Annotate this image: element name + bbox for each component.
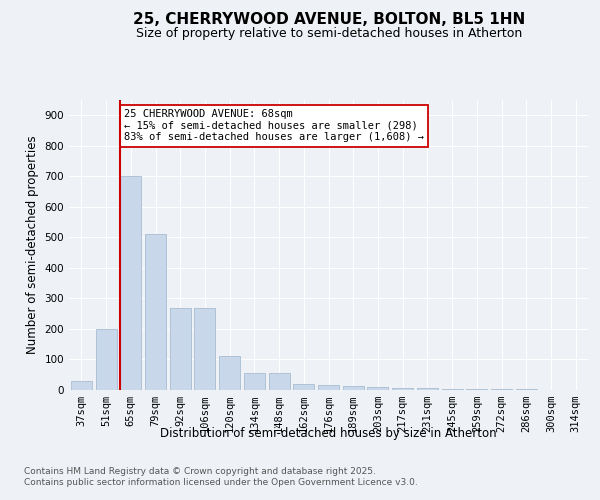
Bar [269,373,290,390]
Text: Distribution of semi-detached houses by size in Atherton: Distribution of semi-detached houses by … [160,428,497,440]
Bar [343,386,364,390]
Bar [367,387,388,390]
Bar [442,389,463,390]
Bar [417,388,438,390]
Text: Contains HM Land Registry data © Crown copyright and database right 2025.
Contai: Contains HM Land Registry data © Crown c… [24,468,418,487]
Bar [170,308,191,390]
Bar [244,373,265,390]
Bar [71,381,92,390]
Bar [219,356,240,390]
Bar [318,386,339,390]
Y-axis label: Number of semi-detached properties: Number of semi-detached properties [26,136,39,354]
Bar [392,388,413,390]
Bar [95,329,116,390]
Bar [120,176,141,390]
Bar [194,308,215,390]
Text: 25, CHERRYWOOD AVENUE, BOLTON, BL5 1HN: 25, CHERRYWOOD AVENUE, BOLTON, BL5 1HN [133,12,525,28]
Bar [145,234,166,390]
Bar [466,389,487,390]
Text: Size of property relative to semi-detached houses in Atherton: Size of property relative to semi-detach… [136,28,522,40]
Bar [293,384,314,390]
Text: 25 CHERRYWOOD AVENUE: 68sqm
← 15% of semi-detached houses are smaller (298)
83% : 25 CHERRYWOOD AVENUE: 68sqm ← 15% of sem… [124,109,424,142]
